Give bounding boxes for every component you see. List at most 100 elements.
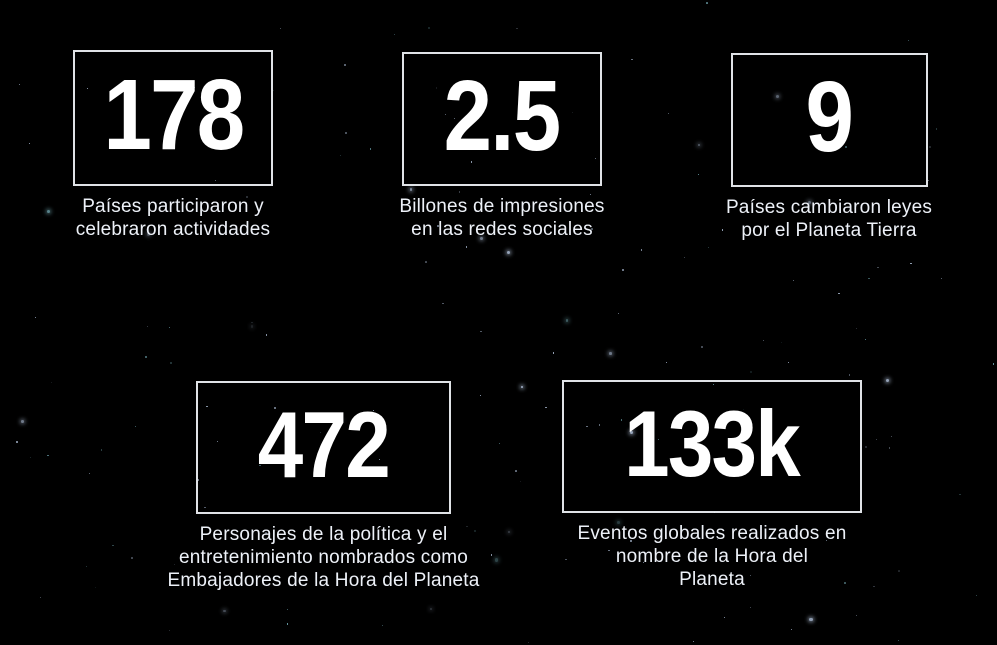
star: [608, 549, 610, 552]
star: [465, 246, 467, 248]
star: [203, 506, 206, 509]
star: [206, 405, 208, 408]
star: [779, 444, 782, 446]
star: [283, 537, 285, 539]
stat-value-box: 2.5: [402, 52, 602, 186]
star: [265, 334, 268, 337]
star: [609, 352, 612, 355]
star: [848, 374, 851, 376]
star: [516, 27, 518, 30]
star: [565, 319, 569, 322]
star: [145, 356, 147, 358]
star: [844, 582, 846, 584]
star: [274, 406, 276, 409]
star: [495, 558, 499, 562]
star: [18, 83, 20, 85]
star: [793, 279, 794, 281]
star: [369, 148, 372, 150]
star: [571, 112, 573, 114]
star: [875, 439, 877, 441]
star: [790, 629, 792, 631]
star: [706, 2, 708, 4]
star: [427, 27, 430, 30]
star: [629, 430, 633, 434]
star: [89, 473, 91, 474]
star: [470, 161, 473, 163]
star: [775, 94, 780, 98]
stat-card-paises-participaron: 178 Países participaron y celebraron act…: [43, 50, 303, 241]
star: [16, 441, 18, 444]
star: [631, 58, 633, 61]
star: [940, 278, 942, 280]
star: [865, 339, 867, 341]
star: [877, 266, 880, 269]
star: [409, 188, 413, 191]
star: [928, 180, 930, 182]
star: [806, 206, 809, 208]
star: [277, 455, 280, 458]
star: [885, 378, 889, 382]
stat-label: Países participaron y celebraron activid…: [75, 196, 271, 240]
star: [85, 566, 88, 568]
star: [888, 447, 891, 449]
stat-value-box: 472: [196, 381, 451, 514]
star: [842, 97, 845, 101]
star: [393, 33, 395, 36]
star: [586, 425, 588, 428]
star: [865, 446, 867, 448]
star: [168, 629, 170, 632]
star: [21, 420, 24, 424]
star: [51, 382, 53, 384]
star: [890, 435, 892, 437]
star: [29, 457, 31, 459]
stat-value-box: 9: [730, 53, 928, 187]
star: [39, 597, 41, 599]
star: [458, 191, 461, 194]
star: [250, 325, 254, 328]
star: [809, 617, 813, 621]
star: [480, 237, 484, 241]
star: [29, 142, 31, 144]
star: [520, 480, 522, 482]
star: [763, 339, 765, 341]
star: [168, 326, 170, 328]
star: [747, 426, 749, 428]
star: [701, 345, 704, 348]
star: [594, 158, 596, 159]
star: [667, 112, 669, 115]
stat-value-box: 178: [73, 50, 273, 186]
star: [788, 361, 790, 363]
star: [444, 113, 446, 116]
star: [515, 470, 517, 472]
stat-value: 178: [103, 59, 245, 171]
star: [100, 449, 103, 451]
star: [929, 146, 931, 148]
star: [216, 441, 218, 443]
star: [657, 439, 660, 441]
star: [197, 479, 200, 481]
star: [319, 431, 321, 433]
star: [47, 455, 49, 457]
star: [214, 179, 216, 181]
star: [246, 196, 249, 199]
star: [429, 607, 432, 610]
star: [749, 606, 752, 609]
star: [807, 201, 811, 205]
star: [976, 594, 978, 596]
star: [594, 208, 596, 210]
star: [146, 232, 151, 236]
star: [598, 424, 601, 426]
star: [194, 87, 196, 89]
star: [873, 585, 875, 588]
star: [430, 561, 432, 563]
star: [898, 570, 900, 572]
star: [712, 383, 715, 386]
star: [742, 409, 745, 411]
star: [437, 224, 440, 227]
star: [825, 540, 827, 542]
star: [378, 459, 380, 461]
star: [684, 257, 686, 259]
star: [274, 575, 276, 578]
star: [345, 132, 348, 135]
star: [490, 554, 492, 556]
